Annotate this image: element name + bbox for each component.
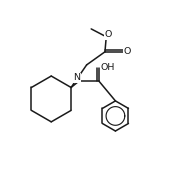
- Text: O: O: [105, 30, 112, 39]
- Text: OH: OH: [100, 63, 115, 72]
- Text: O: O: [123, 47, 131, 56]
- Text: N: N: [73, 73, 80, 82]
